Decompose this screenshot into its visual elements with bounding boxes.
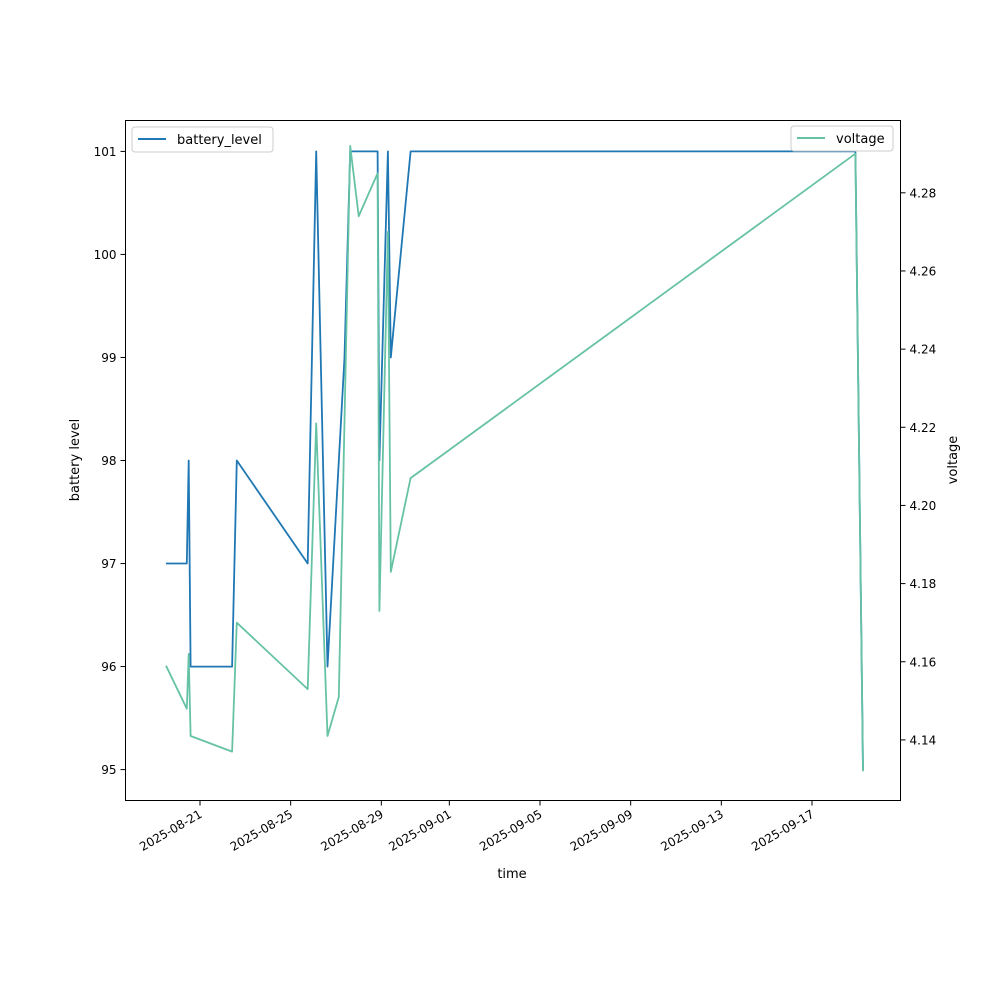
right-y-tick-label: 4.14 (910, 733, 937, 747)
left-y-tick-label: 95 (101, 763, 116, 777)
right-y-tick-label: 4.26 (910, 264, 937, 278)
x-tick-label: 2025-09-09 (568, 807, 635, 854)
plot-area (125, 120, 901, 801)
series-line-voltage (165, 144, 864, 772)
left-y-axis: 95 96 97 98 99 100 101 (94, 145, 126, 777)
x-tick-label: 2025-09-05 (477, 807, 544, 854)
left-y-tick-label: 96 (101, 660, 116, 674)
x-axis-label: time (497, 867, 526, 882)
x-tick-label: 2025-08-25 (228, 807, 295, 854)
left-y-tick-label: 99 (101, 351, 116, 365)
left-y-axis-label: battery level (68, 419, 83, 502)
left-y-tick-label: 98 (101, 454, 116, 468)
legend-label-battery-level: battery_level (177, 133, 262, 148)
right-y-tick-label: 4.20 (910, 499, 937, 513)
series-layer (165, 144, 864, 772)
x-tick-label: 2025-08-29 (318, 807, 385, 854)
x-tick-label: 2025-09-01 (386, 807, 453, 854)
left-y-tick-label: 101 (94, 145, 117, 159)
right-y-tick-label: 4.22 (910, 421, 937, 435)
x-axis: 2025-08-21 2025-08-25 2025-08-29 2025-09-01… (137, 800, 817, 854)
right-y-tick-label: 4.28 (910, 186, 937, 200)
right-y-tick-label: 4.18 (910, 577, 937, 591)
x-tick-label: 2025-09-13 (658, 807, 725, 854)
left-y-tick-label: 100 (94, 248, 117, 262)
left-y-tick-label: 97 (101, 557, 116, 571)
legend-voltage: voltage (790, 125, 894, 152)
right-y-axis-label: voltage (946, 436, 961, 485)
x-tick-label: 2025-09-17 (749, 807, 816, 854)
x-tick-label: 2025-08-21 (137, 807, 204, 854)
right-y-axis: 4.14 4.16 4.18 4.20 4.22 4.24 4.26 4.28 (900, 186, 937, 747)
series-line-battery-level (166, 150, 864, 770)
right-y-tick-label: 4.16 (910, 655, 937, 669)
right-y-tick-label: 4.24 (910, 343, 937, 357)
legend-label-voltage: voltage (836, 132, 885, 147)
legend-battery-level: battery_level (131, 126, 274, 153)
